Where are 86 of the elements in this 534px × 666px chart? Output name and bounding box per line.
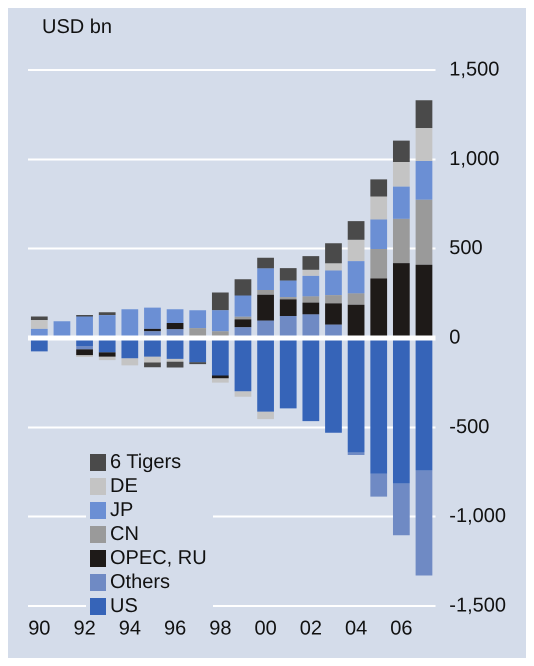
x-tick-label: 02 <box>300 618 322 640</box>
legend-label: OPEC, RU <box>110 546 207 570</box>
legend-label: DE <box>110 474 138 498</box>
x-tick-label: 04 <box>344 618 368 640</box>
bar <box>348 240 364 262</box>
bar <box>325 295 342 304</box>
bar <box>189 310 206 328</box>
bar <box>257 294 274 321</box>
bar <box>280 268 297 281</box>
bar <box>280 299 297 316</box>
bar <box>257 258 274 268</box>
bar <box>76 346 93 350</box>
bar <box>234 279 252 296</box>
bar <box>325 263 342 270</box>
bar <box>325 303 342 325</box>
bar <box>325 270 342 296</box>
x-tick-label: 98 <box>209 618 232 640</box>
bar <box>416 160 432 200</box>
bar <box>234 295 252 317</box>
bar <box>348 221 364 240</box>
legend-label: JP <box>110 498 134 522</box>
bar <box>30 316 48 320</box>
y-tick-label: -500 <box>449 416 490 438</box>
bar <box>98 356 116 360</box>
bar <box>144 356 161 362</box>
x-tick-label: 94 <box>118 618 141 640</box>
bar <box>212 378 229 383</box>
bar <box>302 302 320 314</box>
bar <box>302 270 320 276</box>
bar <box>348 293 364 305</box>
legend-label: Others <box>110 570 170 594</box>
bar <box>257 412 274 420</box>
bar <box>416 200 432 265</box>
legend-label: CN <box>110 522 139 546</box>
bar <box>370 220 388 250</box>
bar <box>302 256 320 270</box>
bar <box>212 376 229 378</box>
bar <box>416 470 432 576</box>
bar <box>348 261 364 294</box>
bar <box>234 319 252 328</box>
bar <box>76 349 93 356</box>
legend-label: 6 Tigers <box>110 450 182 474</box>
x-tick-label: 96 <box>164 618 186 640</box>
bar <box>234 391 252 397</box>
x-tick-label: 00 <box>254 618 277 640</box>
bar <box>392 162 410 187</box>
bar <box>166 358 184 362</box>
bar <box>121 358 138 366</box>
bar <box>370 179 388 196</box>
bar <box>257 290 274 295</box>
bar <box>166 362 184 368</box>
y-tick-label: -1,500 <box>449 594 506 617</box>
bar <box>144 362 161 368</box>
bar <box>257 268 274 290</box>
bar <box>325 243 342 264</box>
bar <box>392 186 410 219</box>
bar <box>280 280 297 298</box>
y-tick-label: 500 <box>449 237 483 260</box>
x-tick-label: 92 <box>73 618 96 640</box>
x-tick-label: 90 <box>28 618 50 640</box>
bar <box>416 100 432 128</box>
y-axis-title: USD bn <box>42 16 112 39</box>
bar <box>302 276 320 296</box>
bar <box>370 196 388 220</box>
bar <box>416 128 432 161</box>
x-tick-label: 06 <box>390 618 412 640</box>
bar <box>30 320 48 329</box>
bar <box>392 483 410 536</box>
y-tick-label: 0 <box>449 326 460 349</box>
bar <box>370 474 388 497</box>
legend-label: US <box>110 594 138 618</box>
bar <box>234 316 252 320</box>
bar <box>98 352 116 357</box>
bar <box>166 309 184 323</box>
y-tick-label: -1,000 <box>449 505 506 528</box>
bar <box>212 292 229 310</box>
bar <box>392 218 410 264</box>
y-tick-label: 1,500 <box>449 58 500 81</box>
bar <box>212 310 229 332</box>
y-tick-label: 1,000 <box>449 148 500 170</box>
bar <box>144 308 161 329</box>
bar <box>348 452 364 456</box>
bar <box>370 249 388 279</box>
bar <box>302 296 320 303</box>
bar <box>166 322 184 330</box>
bar <box>392 140 410 162</box>
